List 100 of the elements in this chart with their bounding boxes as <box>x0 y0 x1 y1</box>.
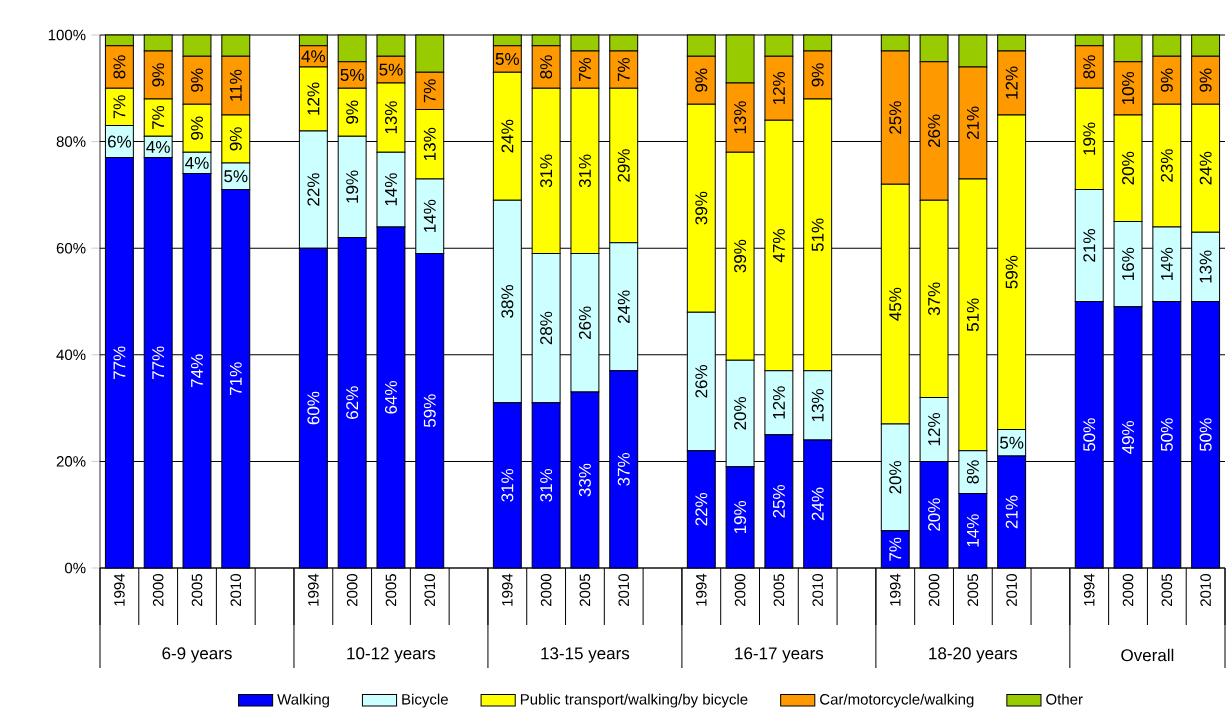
data-label: 9% <box>1199 68 1212 92</box>
x-tick-label: 2010 <box>230 574 242 607</box>
data-label: 24% <box>811 487 824 521</box>
data-label: 20% <box>889 460 902 494</box>
data-label: 6% <box>107 135 132 148</box>
data-label: 8% <box>540 55 553 79</box>
x-tick-label: 2010 <box>1006 574 1017 607</box>
data-label: 24% <box>617 290 630 323</box>
data-label: 13% <box>811 389 824 422</box>
data-label: 5% <box>224 170 248 183</box>
x-tick-label: 1994 <box>1083 573 1095 606</box>
data-label: 77% <box>113 346 126 379</box>
x-tick-label: 2010 <box>424 574 436 607</box>
data-label: 22% <box>695 492 708 526</box>
text: 6-9 years <box>162 647 232 663</box>
data-label: 16% <box>1122 247 1135 280</box>
x-tick-label: 2000 <box>1122 574 1134 607</box>
data-label: 50% <box>1160 418 1173 452</box>
data-label: 50% <box>1199 418 1212 452</box>
data-label: 14% <box>385 173 397 206</box>
data-label: 14% <box>423 199 436 232</box>
data-label: 59% <box>1005 255 1018 289</box>
data-label: 22% <box>307 173 320 206</box>
data-label: 12% <box>307 82 320 115</box>
data-label: 33% <box>578 463 591 497</box>
data-label: 49% <box>1122 421 1135 455</box>
data-label: 5% <box>1000 436 1024 449</box>
x-tick-label: 1994 <box>114 573 125 606</box>
legend-label: Bicycle <box>402 693 448 708</box>
data-label: 62% <box>346 386 359 419</box>
data-label: 8% <box>1083 55 1096 79</box>
data-label: 25% <box>772 484 785 518</box>
data-label: 20% <box>734 397 747 430</box>
data-label: 4% <box>146 140 170 153</box>
data-label: 9% <box>811 63 824 87</box>
data-label: 8% <box>966 460 979 484</box>
data-label: 12% <box>928 413 941 446</box>
text: 16-17 years <box>735 647 824 663</box>
data-label: 19% <box>1083 122 1096 155</box>
data-label: 9% <box>346 100 359 124</box>
x-tick-label: 2005 <box>1161 574 1173 607</box>
data-label: 74% <box>191 354 203 387</box>
y-tick-label: 100% <box>48 29 86 41</box>
data-label: 9% <box>1160 68 1173 92</box>
text: Overall <box>1121 648 1174 662</box>
data-label: 20% <box>1122 151 1135 185</box>
data-label: 26% <box>928 114 941 148</box>
y-tick-label: 20% <box>56 456 86 467</box>
x-tick-label: 1994 <box>502 573 513 606</box>
x-tick-label: 2000 <box>734 574 746 607</box>
data-label: 37% <box>928 282 941 316</box>
data-label: 14% <box>966 514 979 547</box>
data-label: 9% <box>695 68 708 92</box>
data-label: 19% <box>346 170 359 203</box>
data-label: 5% <box>379 63 403 76</box>
data-label: 37% <box>617 452 630 486</box>
text: 10-12 years <box>347 647 436 663</box>
data-label: 31% <box>540 154 553 188</box>
x-tick-label: 2010 <box>812 574 823 607</box>
x-tick-label: 2010 <box>618 574 630 607</box>
x-tick-label: 2005 <box>579 574 591 607</box>
legend-label: Car/motorcycle/walking <box>820 693 974 708</box>
data-label: 28% <box>540 311 553 345</box>
x-tick-label: 2010 <box>1200 574 1211 607</box>
data-label: 5% <box>340 68 364 81</box>
data-label: 77% <box>152 346 165 379</box>
y-tick-label: 60% <box>56 242 86 254</box>
y-tick-label: 40% <box>56 349 86 361</box>
data-label: 9% <box>190 68 203 92</box>
data-label: 38% <box>501 285 514 318</box>
data-label: 12% <box>772 386 785 419</box>
data-label: 51% <box>811 218 824 252</box>
data-label: 13% <box>734 101 747 134</box>
data-label: 31% <box>501 468 514 502</box>
data-label: 25% <box>889 101 902 134</box>
data-label: 19% <box>734 500 747 534</box>
data-label: 7% <box>889 537 902 561</box>
data-label: 39% <box>734 239 747 273</box>
x-tick-label: 2005 <box>967 574 979 607</box>
data-label: 4% <box>301 50 326 63</box>
data-label: 64% <box>384 381 397 414</box>
data-label: 59% <box>423 394 436 428</box>
data-label: 4% <box>185 156 209 169</box>
legend-label: Walking <box>277 693 329 708</box>
data-label: 31% <box>540 468 553 502</box>
x-tick-label: 2000 <box>152 574 164 607</box>
legend-label: Public transport/walking/by bicycle <box>520 693 748 708</box>
data-label: 12% <box>772 71 785 105</box>
data-label: 7% <box>113 95 126 119</box>
x-tick-label: 1994 <box>889 573 901 606</box>
data-label: 29% <box>617 149 630 182</box>
x-tick-label: 1994 <box>695 573 707 606</box>
data-label: 24% <box>1199 151 1212 185</box>
data-label: 60% <box>307 391 320 425</box>
data-label: 51% <box>966 298 979 332</box>
data-label: 11% <box>229 69 242 101</box>
data-label: 13% <box>384 101 397 134</box>
x-tick-label: 2005 <box>191 574 203 607</box>
x-tick-label: 1994 <box>308 573 319 606</box>
data-label: 8% <box>113 55 126 79</box>
